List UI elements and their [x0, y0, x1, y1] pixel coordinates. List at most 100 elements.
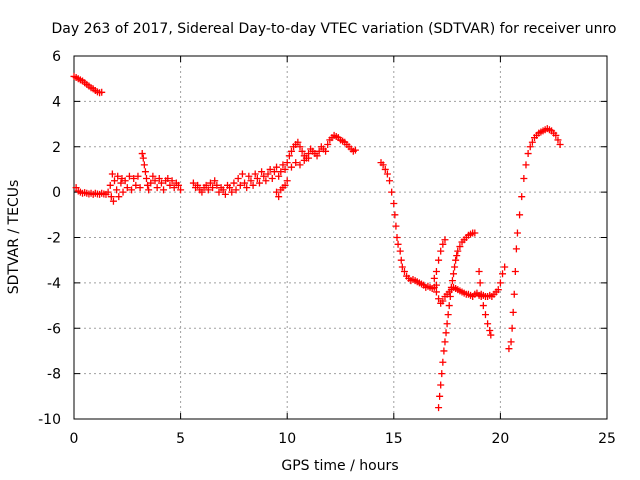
data-point-marker [130, 175, 138, 183]
data-point-marker [251, 170, 259, 178]
data-point-marker [164, 175, 172, 183]
data-point-marker [283, 177, 291, 185]
data-point-marker [432, 268, 440, 276]
data-point-marker [452, 256, 460, 264]
data-point-marker [379, 161, 387, 169]
data-point-marker [204, 186, 212, 194]
data-point-marker [115, 193, 123, 201]
data-point-marker [121, 177, 129, 185]
data-point-marker [111, 177, 119, 185]
data-point-marker [435, 256, 443, 264]
data-point-marker [139, 154, 147, 162]
data-point-marker [447, 283, 455, 291]
data-point-marker [202, 181, 210, 189]
data-point-marker [445, 302, 453, 310]
data-point-marker [147, 179, 155, 187]
data-point-marker [209, 184, 217, 192]
data-point-marker [400, 268, 408, 276]
data-point-marker [241, 179, 249, 187]
data-point-marker [471, 229, 479, 237]
data-point-marker [113, 186, 121, 194]
data-point-marker [260, 172, 268, 180]
data-point-marker [441, 236, 449, 244]
data-point-marker [444, 311, 452, 319]
x-tick-label: 0 [70, 431, 79, 447]
data-point-marker [170, 184, 178, 192]
data-point-marker [443, 320, 451, 328]
data-point-marker [194, 181, 202, 189]
x-axis-label: GPS time / hours [281, 458, 398, 474]
data-point-marker [109, 197, 117, 205]
axis-ticks: 0 5 10 15 20 25 -10 -8 -6 -4 -2 0 2 4 6 [38, 49, 616, 447]
data-point-marker [98, 88, 106, 96]
data-point-marker [522, 161, 530, 169]
data-point-marker [132, 181, 140, 189]
data-point-marker [436, 392, 444, 400]
data-point-marker [484, 320, 492, 328]
data-point-marker [512, 245, 520, 253]
data-point-marker [524, 150, 532, 158]
data-point-marker [177, 186, 185, 194]
data-point-marker [432, 281, 440, 289]
data-point-marker [215, 188, 223, 196]
y-tick-label: -10 [38, 412, 61, 428]
data-point-marker [381, 165, 389, 173]
data-point-marker [528, 138, 536, 146]
data-point-marker [107, 193, 115, 201]
data-point-marker [505, 345, 513, 353]
data-point-marker [313, 152, 321, 160]
data-point-marker [315, 147, 323, 155]
data-point-marker [487, 331, 495, 339]
data-point-marker [106, 181, 114, 189]
data-point-marker [449, 270, 457, 278]
data-point-marker [552, 131, 560, 139]
data-point-marker [390, 199, 398, 207]
data-point-marker [221, 190, 229, 198]
chart-title: Day 263 of 2017, Sidereal Day-to-day VTE… [52, 21, 617, 37]
data-point-marker [432, 288, 440, 296]
data-point-marker [513, 229, 521, 237]
x-tick-label: 25 [598, 431, 616, 447]
data-point-marker [275, 193, 283, 201]
data-point-marker [138, 150, 146, 158]
data-point-marker [108, 170, 116, 178]
data-point-marker [430, 274, 438, 282]
data-point-marker [397, 256, 405, 264]
data-point-marker [439, 297, 447, 305]
data-point-marker [516, 211, 524, 219]
data-point-marker [494, 286, 502, 294]
data-point-marker [153, 184, 161, 192]
data-point-marker [281, 165, 289, 173]
data-point-marker [160, 186, 168, 194]
data-point-marker [510, 290, 518, 298]
y-tick-label: 2 [52, 140, 61, 156]
data-point-marker [441, 338, 449, 346]
data-point-marker [351, 146, 359, 154]
data-point-marker [296, 161, 304, 169]
data-point-marker [258, 168, 266, 176]
data-point-marker [398, 263, 406, 271]
data-point-marker [277, 168, 285, 176]
data-point-marker [236, 181, 244, 189]
x-tick-label: 15 [385, 431, 403, 447]
data-point-marker [198, 188, 206, 196]
data-point-marker [440, 347, 448, 355]
data-point-marker [279, 161, 287, 169]
data-point-marker [442, 329, 450, 337]
data-point-marker [324, 140, 332, 148]
data-point-marker [520, 175, 528, 183]
data-point-marker [475, 268, 483, 276]
y-tick-label: -2 [47, 231, 61, 247]
data-point-marker [439, 240, 447, 248]
data-point-marker [435, 404, 443, 412]
data-point-marker [439, 358, 447, 366]
data-point-marker [383, 170, 391, 178]
data-point-marker [298, 147, 306, 155]
data-point-marker [117, 179, 125, 187]
data-point-marker [509, 308, 517, 316]
data-point-marker [501, 263, 509, 271]
data-point-marker [157, 179, 165, 187]
y-tick-label: 6 [52, 49, 61, 65]
data-point-marker [114, 172, 122, 180]
